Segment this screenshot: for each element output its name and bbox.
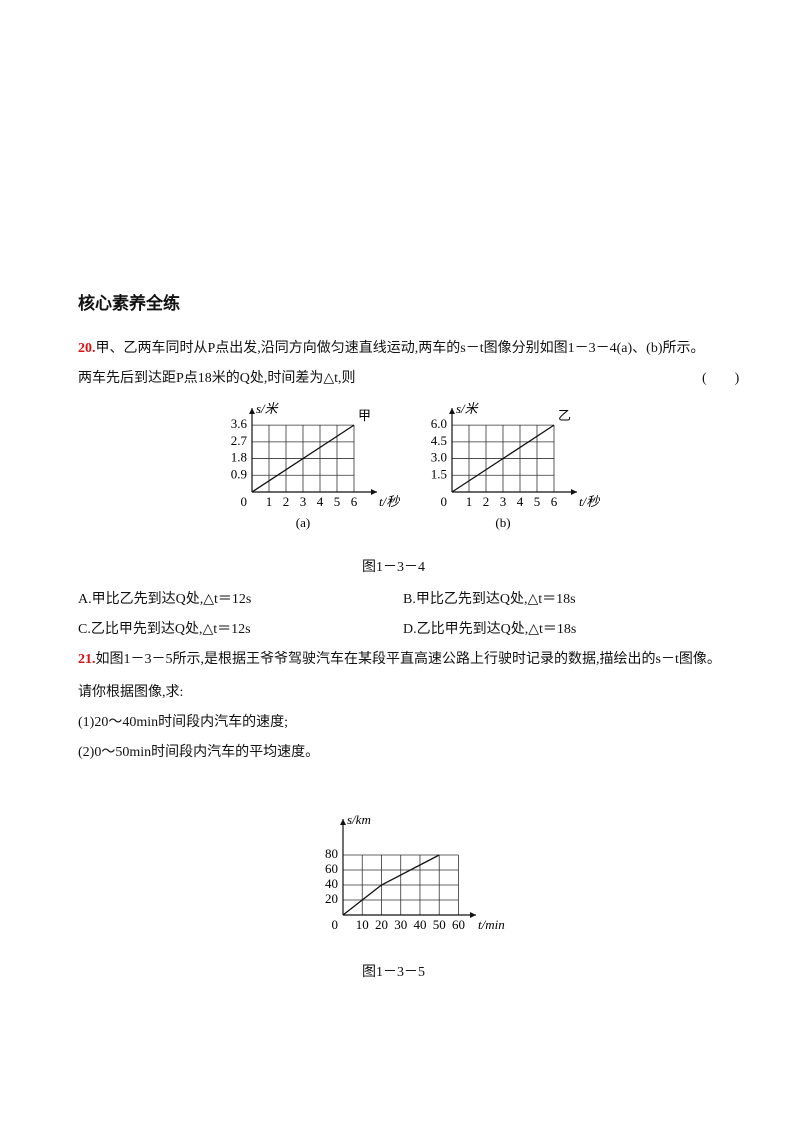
x-tick-label: 6	[551, 494, 558, 509]
y-axis-label: s/米	[456, 401, 480, 416]
y-axis-label: s/米	[256, 401, 280, 416]
y-tick-label: 40	[325, 876, 338, 891]
line-label: 甲	[358, 408, 371, 423]
data-line	[251, 424, 355, 493]
x-tick-label: 5	[534, 494, 541, 509]
x-tick-label: 40	[413, 917, 426, 932]
x-tick-label: 2	[483, 494, 490, 509]
axis-arrow	[371, 489, 377, 495]
x-axis-label: t/秒	[379, 494, 400, 509]
question-text: 两车先后到达距P点18米的Q处,时间差为△t,则	[78, 371, 356, 386]
x-tick-label: 20	[375, 917, 388, 932]
y-axis-label: s/km	[347, 812, 371, 827]
y-tick-label: 0.9	[231, 466, 247, 481]
x-tick-label: 6	[351, 494, 358, 509]
option: D.乙比甲先到达Q处,△t＝18s	[403, 622, 577, 637]
question-number: 20.	[78, 341, 96, 356]
section-title: 核心素养全练	[78, 294, 180, 314]
axis-arrow	[340, 819, 346, 825]
y-tick-label: 80	[325, 846, 338, 861]
origin-label: 0	[332, 917, 339, 932]
y-tick-label: 2.7	[231, 433, 248, 448]
question-number: 21.	[78, 652, 96, 667]
question-line: 20.甲、乙两车同时从P点出发,沿同方向做匀速直线运动,两车的s－t图像分别如图…	[78, 337, 704, 357]
sub-caption: (a)	[296, 515, 310, 530]
x-tick-label: 60	[452, 917, 465, 932]
y-tick-label: 20	[325, 891, 338, 906]
x-axis-label: t/秒	[579, 494, 600, 509]
data-line	[451, 424, 555, 493]
x-tick-label: 3	[300, 494, 307, 509]
y-tick-label: 3.0	[431, 450, 447, 465]
x-tick-label: 1	[266, 494, 273, 509]
origin-label: 0	[441, 494, 448, 509]
x-tick-label: 10	[356, 917, 369, 932]
question-text: (1)20～40min时间段内汽车的速度;	[78, 715, 288, 730]
axis-arrow	[249, 408, 255, 414]
x-tick-label: 1	[466, 494, 473, 509]
data-line	[342, 854, 440, 916]
question-text: 如图1－3－5所示,是根据王爷爷驾驶汽车在某段平直高速公路上行驶时记录的数据,描…	[95, 652, 721, 667]
x-tick-label: 50	[433, 917, 446, 932]
x-tick-label: 2	[283, 494, 290, 509]
figure-caption: 图1－3－5	[362, 965, 425, 980]
option: A.甲比乙先到达Q处,△t＝12s	[78, 592, 252, 607]
x-tick-label: 4	[517, 494, 524, 509]
question-text: 请你根据图像,求:	[78, 685, 184, 700]
question-text: 甲、乙两车同时从P点出发,沿同方向做匀速直线运动,两车的s－t图像分别如图1－3…	[95, 341, 705, 356]
x-tick-label: 3	[500, 494, 507, 509]
answer-paren: ( )	[702, 371, 740, 386]
figure-caption: 图1－3－4	[362, 560, 425, 575]
x-tick-label: 5	[334, 494, 341, 509]
axis-arrow	[449, 408, 455, 414]
y-tick-label: 4.5	[431, 433, 447, 448]
axis-arrow	[470, 912, 476, 918]
y-tick-label: 3.6	[231, 416, 248, 431]
question-line: 21.如图1－3－5所示,是根据王爷爷驾驶汽车在某段平直高速公路上行驶时记录的数…	[78, 648, 721, 668]
y-tick-label: 1.8	[231, 450, 247, 465]
x-axis-label: t/min	[478, 917, 505, 932]
option: B.甲比乙先到达Q处,△t＝18s	[403, 592, 576, 607]
y-tick-label: 6.0	[431, 416, 447, 431]
y-tick-label: 1.5	[431, 466, 447, 481]
origin-label: 0	[241, 494, 248, 509]
sub-caption: (b)	[495, 515, 510, 530]
option: C.乙比甲先到达Q处,△t＝12s	[78, 622, 251, 637]
x-tick-label: 4	[317, 494, 324, 509]
x-tick-label: 30	[394, 917, 407, 932]
line-label: 乙	[558, 408, 571, 423]
y-tick-label: 60	[325, 861, 338, 876]
axis-arrow	[571, 489, 577, 495]
question-text: (2)0～50min时间段内汽车的平均速度。	[78, 745, 320, 760]
